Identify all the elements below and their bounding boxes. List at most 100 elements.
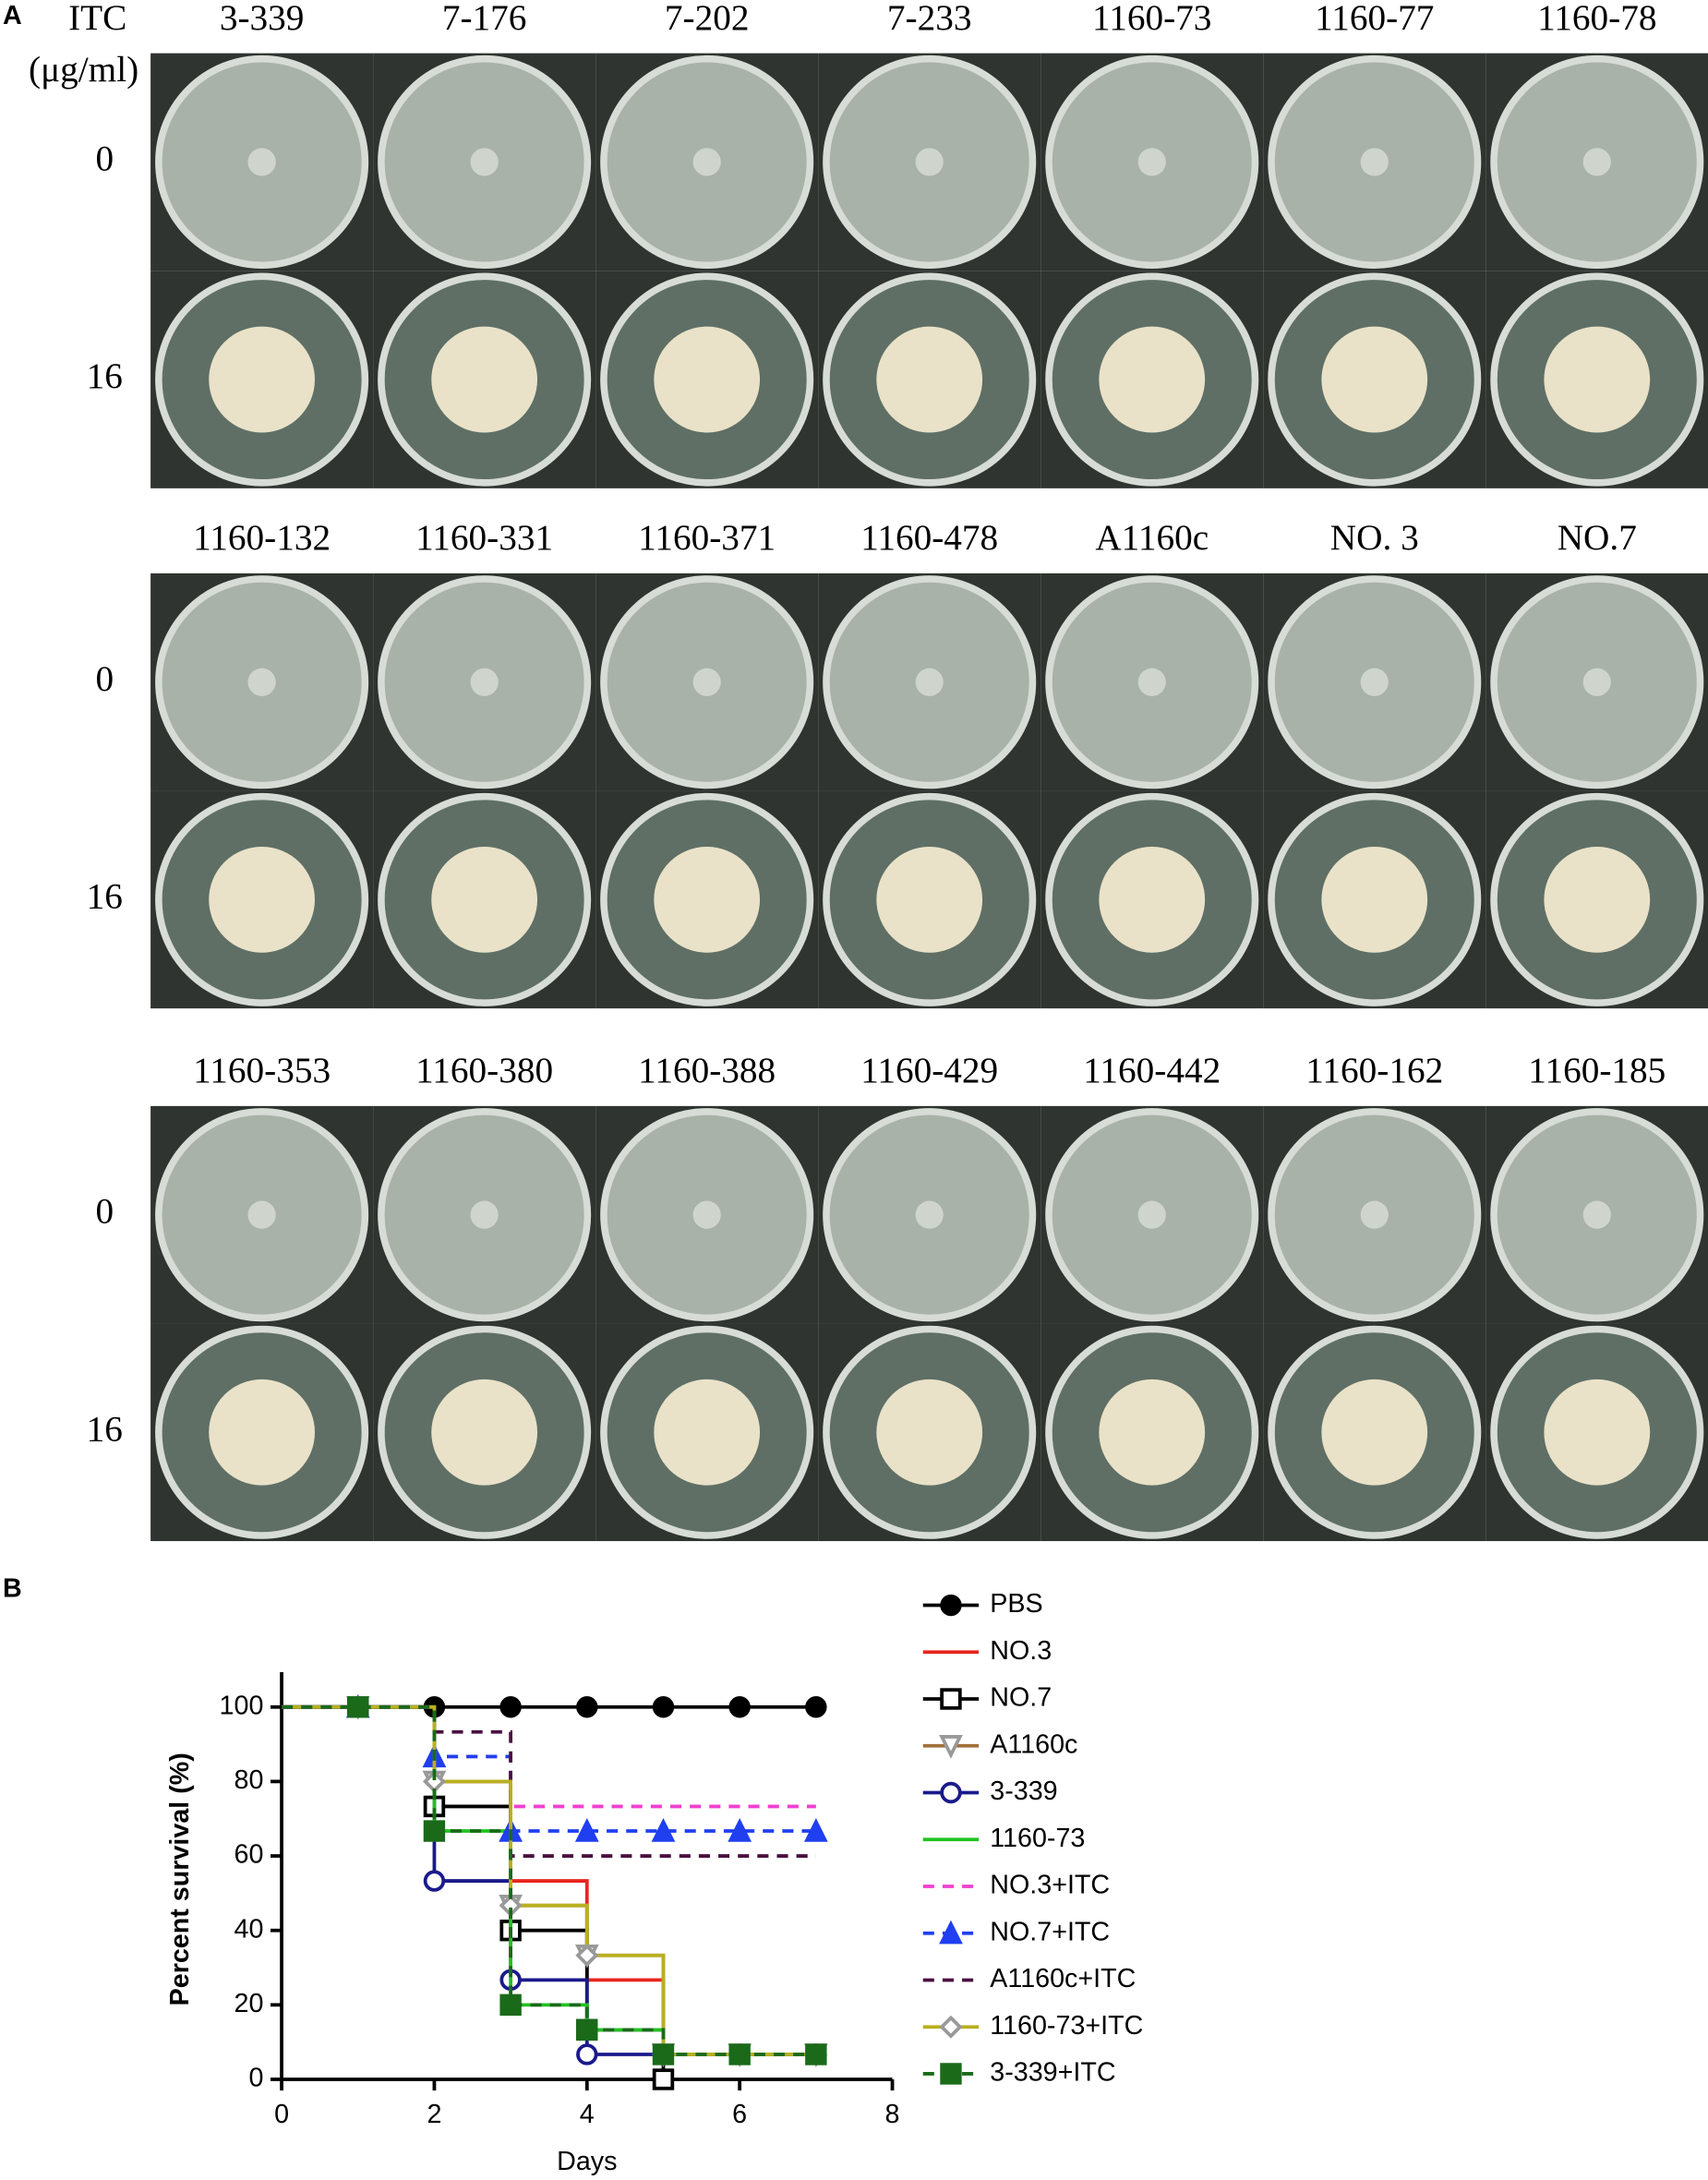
colony — [654, 1379, 761, 1486]
marker — [423, 1870, 446, 1892]
strain-label: 1160-388 — [638, 1051, 776, 1090]
strain-label: 1160-73 — [1092, 0, 1211, 38]
strain-label: 1160-371 — [638, 518, 776, 558]
row-label: 16 — [87, 356, 123, 396]
marker — [423, 1820, 446, 1842]
colony — [431, 326, 538, 433]
colony — [1360, 148, 1389, 176]
colony — [1099, 846, 1206, 953]
strain-label: 1160-185 — [1528, 1051, 1666, 1090]
colony — [692, 148, 721, 176]
row-label: 16 — [87, 876, 123, 916]
y-tick-label: 100 — [220, 1691, 264, 1720]
y-tick-label: 60 — [235, 1840, 264, 1870]
colony — [876, 1379, 983, 1486]
marker — [347, 1696, 369, 1718]
colony — [1321, 1379, 1428, 1486]
itc-unit: (μg/ml) — [29, 50, 138, 90]
strain-label: 1160-429 — [860, 1051, 998, 1090]
marker — [805, 2043, 827, 2066]
strain-label: 7-233 — [887, 0, 972, 38]
marker — [576, 2043, 598, 2066]
colony — [876, 846, 983, 953]
x-tick-label: 2 — [427, 2100, 441, 2129]
x-tick-label: 4 — [580, 2100, 595, 2129]
survival-line — [282, 1704, 816, 1809]
colony — [915, 668, 944, 696]
colony — [431, 846, 538, 953]
itc-label: ITC — [68, 0, 126, 38]
marker — [728, 2043, 751, 2066]
y-tick-label: 40 — [235, 1914, 264, 1944]
colony — [654, 846, 761, 953]
colony — [1099, 1379, 1206, 1486]
row-label: 0 — [95, 659, 114, 699]
marker — [574, 1818, 599, 1842]
marker — [939, 1920, 963, 1945]
marker — [499, 1993, 522, 2017]
colony — [431, 1379, 538, 1486]
x-tick-label: 0 — [274, 2100, 289, 2129]
colony — [247, 1200, 276, 1229]
marker — [652, 1696, 675, 1718]
marker — [939, 2015, 963, 2039]
legend-label: A1160c+ITC — [990, 1964, 1136, 1993]
legend-label: NO.7+ITC — [990, 1917, 1110, 1946]
survival-line — [282, 1704, 816, 2056]
strain-label: 1160-162 — [1305, 1051, 1443, 1090]
marker — [940, 1594, 962, 1617]
strain-label: 1160-77 — [1315, 0, 1434, 38]
marker — [576, 1696, 598, 1718]
colony — [1582, 668, 1611, 696]
marker — [652, 2068, 675, 2090]
colony — [692, 1200, 721, 1229]
survival-line — [282, 1704, 664, 2056]
y-tick-label: 20 — [235, 1989, 264, 2018]
marker — [575, 1944, 599, 1968]
colony — [247, 668, 276, 696]
colony — [1137, 148, 1166, 176]
marker — [652, 2043, 675, 2066]
colony — [209, 1379, 316, 1486]
colony — [1137, 1200, 1166, 1229]
marker — [576, 2018, 598, 2041]
marker — [499, 1696, 522, 1718]
legend-label: NO.3 — [990, 1636, 1052, 1666]
colony — [1544, 1379, 1651, 1486]
panel-label: B — [3, 1573, 22, 1603]
colony — [1582, 1200, 1611, 1229]
row-label: 0 — [95, 1192, 114, 1232]
strain-label: 7-176 — [442, 0, 527, 38]
marker — [940, 1781, 962, 1804]
strain-label: 1160-331 — [415, 518, 553, 558]
x-tick-label: 8 — [885, 2100, 900, 2129]
strain-label: 7-202 — [665, 0, 750, 38]
colony — [209, 326, 316, 433]
strain-label: 1160-78 — [1537, 0, 1656, 38]
colony — [1321, 326, 1428, 433]
colony — [876, 326, 983, 433]
strain-label: 1160-353 — [193, 1051, 331, 1090]
colony — [1321, 846, 1428, 953]
legend-label: PBS — [990, 1589, 1042, 1619]
colony — [1544, 326, 1651, 433]
marker — [728, 1818, 752, 1842]
marker — [939, 1735, 963, 1759]
strain-label: A1160c — [1095, 518, 1209, 558]
strain-label: NO.7 — [1558, 518, 1637, 558]
row-label: 0 — [95, 139, 114, 178]
strain-label: 1160-442 — [1083, 1051, 1221, 1090]
legend-label: NO.7 — [990, 1683, 1052, 1713]
colony — [470, 148, 499, 176]
y-tick-label: 80 — [235, 1765, 264, 1795]
y-tick-label: 0 — [248, 2064, 263, 2093]
colony — [654, 326, 761, 433]
strain-label: 1160-478 — [860, 518, 998, 558]
colony — [1360, 668, 1389, 696]
legend-label: 1160-73+ITC — [990, 2011, 1143, 2041]
colony — [1099, 326, 1206, 433]
colony — [1582, 148, 1611, 176]
colony — [470, 668, 499, 696]
legend-label: 1160-73 — [990, 1824, 1085, 1853]
x-axis-label: Days — [557, 2147, 617, 2176]
